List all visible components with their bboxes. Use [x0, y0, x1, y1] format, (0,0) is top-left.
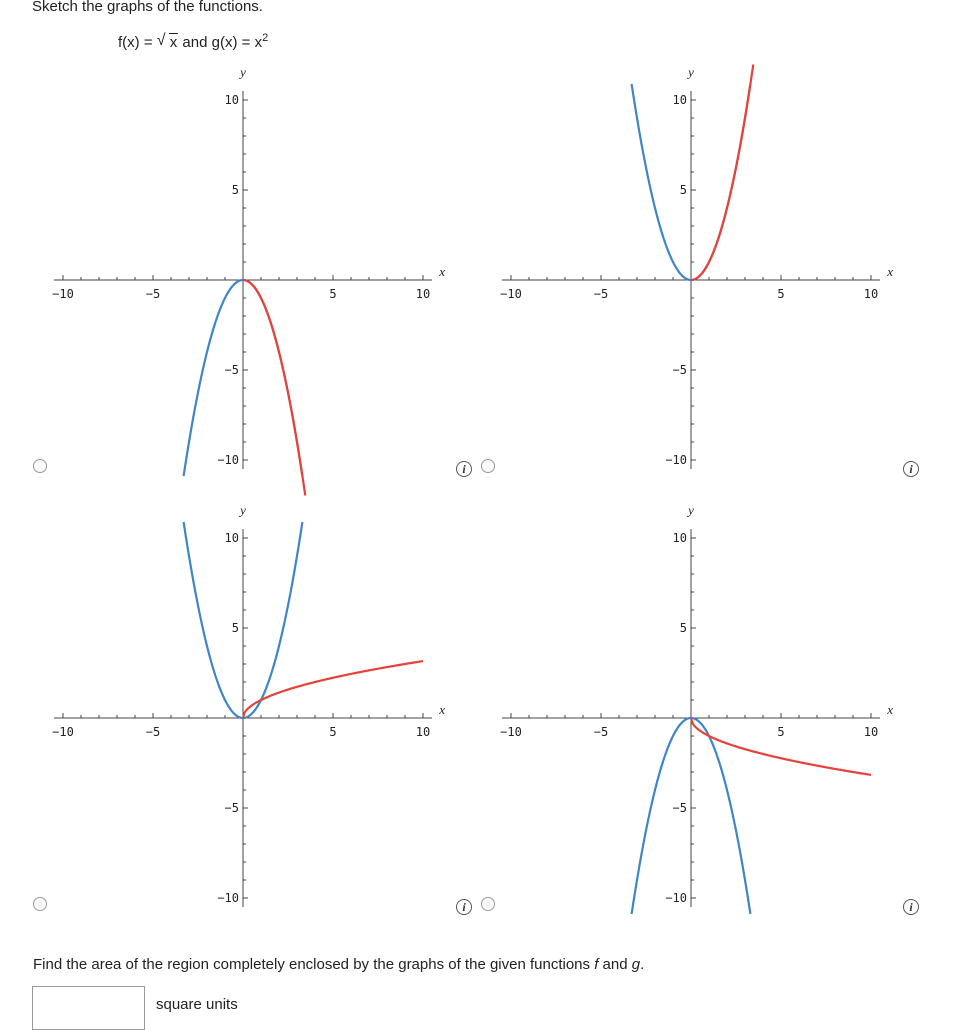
y-tick-label: −10	[665, 891, 687, 905]
x-tick-label: −10	[500, 287, 522, 301]
x-axis-label: x	[438, 264, 445, 279]
x-tick-label: −10	[52, 725, 74, 739]
sqrt-symbol: x	[157, 32, 179, 51]
y-tick-label: −10	[665, 453, 687, 467]
g-exponent: 2	[262, 32, 269, 44]
x-tick-label: 10	[864, 725, 878, 739]
y-tick-label: −10	[217, 891, 239, 905]
x-tick-label: 5	[329, 725, 336, 739]
y-tick-label: 5	[232, 621, 239, 635]
y-axis-label: y	[686, 503, 694, 518]
f-lhs: f(x) =	[118, 34, 157, 51]
info-icon[interactable]: i	[456, 899, 472, 915]
x-tick-label: −10	[500, 725, 522, 739]
graph-option-2: −10 −5 5 10 10 5 −5 −10 x y	[500, 64, 893, 469]
y-axis-label: y	[238, 65, 246, 80]
graph-option-4: −10 −5 5 10 10 5 −5 −10 x y	[500, 503, 893, 915]
y-axis-label: y	[238, 503, 246, 518]
y-tick-label: 10	[225, 531, 239, 545]
question-prefix: Find the area of the region completely e…	[33, 956, 595, 973]
y-tick-label: −5	[225, 801, 239, 815]
question-f: f	[594, 956, 599, 973]
axes: −10 −5 5 10 10 5 −5 −10 x y	[52, 65, 445, 469]
y-tick-label: 10	[225, 93, 239, 107]
x-axis-label: x	[886, 702, 893, 717]
option-4-radio[interactable]	[481, 897, 495, 911]
red-curve	[242, 278, 307, 496]
info-icon[interactable]: i	[456, 461, 472, 477]
x-tick-label: −5	[594, 287, 608, 301]
red-curve	[241, 659, 424, 719]
x-tick-label: 5	[777, 725, 784, 739]
x-axis-label: x	[438, 702, 445, 717]
units-label: square units	[156, 996, 238, 1013]
y-tick-label: −10	[217, 453, 239, 467]
y-tick-label: 10	[673, 93, 687, 107]
x-tick-label: −5	[146, 287, 160, 301]
question-g: g	[631, 956, 641, 973]
y-tick-label: 5	[680, 183, 687, 197]
x-tick-label: 10	[864, 287, 878, 301]
y-tick-label: −5	[673, 801, 687, 815]
x-tick-label: 10	[416, 287, 430, 301]
info-icon[interactable]: i	[903, 461, 919, 477]
x-tick-label: −10	[52, 287, 74, 301]
y-tick-label: −5	[673, 363, 687, 377]
y-tick-label: 5	[232, 183, 239, 197]
question-text: Find the area of the region completely e…	[33, 956, 644, 973]
graph-option-1: −10 −5 5 10 10 5 −5 −10 x y	[52, 65, 445, 496]
y-axis-label: y	[686, 65, 694, 80]
option-3-radio[interactable]	[33, 897, 47, 911]
sqrt-radicand: x	[168, 33, 179, 51]
x-tick-label: 5	[329, 287, 336, 301]
info-icon[interactable]: i	[903, 899, 919, 915]
option-2-radio[interactable]	[481, 459, 495, 473]
question-suffix: .	[640, 956, 645, 973]
formula-connector: and	[178, 34, 212, 51]
option-1-radio[interactable]	[33, 459, 47, 473]
y-tick-label: 10	[673, 531, 687, 545]
graph-option-3: −10 −5 5 10 10 5 −5 −10 x y	[52, 503, 445, 907]
instruction-text: Sketch the graphs of the functions.	[32, 0, 263, 15]
area-answer-input[interactable]	[32, 986, 145, 1030]
question-mid: and	[598, 956, 632, 973]
axes: −10 −5 5 10 10 5 −5 −10 x y	[500, 503, 893, 907]
axes: −10 −5 5 10 10 5 −5 −10 x y	[500, 65, 893, 469]
function-formula: f(x) = x and g(x) = x2	[118, 32, 268, 51]
red-curve	[689, 717, 872, 777]
y-tick-label: 5	[680, 621, 687, 635]
g-lhs: g(x) = x	[211, 34, 263, 51]
x-tick-label: −5	[146, 725, 160, 739]
x-axis-label: x	[886, 264, 893, 279]
x-tick-label: −5	[594, 725, 608, 739]
x-tick-label: 5	[777, 287, 784, 301]
axes: −10 −5 5 10 10 5 −5 −10 x y	[52, 503, 445, 907]
x-tick-label: 10	[416, 725, 430, 739]
red-curve	[690, 64, 755, 282]
y-tick-label: −5	[225, 363, 239, 377]
